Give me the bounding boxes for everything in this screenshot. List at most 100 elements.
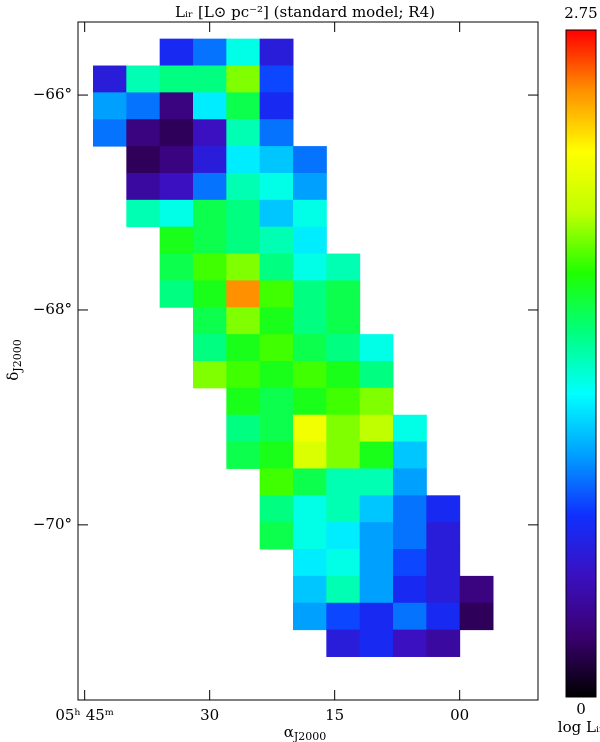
map-cell bbox=[359, 441, 394, 469]
x-tick-label: 15 bbox=[325, 706, 344, 724]
map-cell bbox=[226, 307, 261, 335]
map-cell bbox=[359, 334, 394, 362]
plot-frame bbox=[77, 21, 539, 701]
map-cell bbox=[259, 441, 294, 469]
colorbar-tick-label: 0 bbox=[576, 700, 586, 718]
map-cell bbox=[126, 119, 161, 147]
map-cell bbox=[259, 468, 294, 496]
map-cell bbox=[393, 549, 427, 577]
map-cell bbox=[326, 575, 361, 604]
map-cell bbox=[293, 172, 327, 201]
map-cell bbox=[226, 280, 261, 308]
map-cell bbox=[293, 387, 327, 416]
y-tick-label: −68° bbox=[33, 300, 72, 318]
map-cell bbox=[426, 522, 461, 550]
map-cell bbox=[359, 361, 394, 389]
map-cell bbox=[293, 146, 327, 174]
map-cell bbox=[293, 199, 327, 228]
map-cell bbox=[326, 468, 361, 496]
map-cell bbox=[259, 495, 294, 523]
map-cell bbox=[359, 549, 394, 577]
map-cell bbox=[193, 361, 227, 389]
map-cell bbox=[126, 146, 161, 174]
map-cell bbox=[293, 280, 327, 308]
map-cell bbox=[159, 38, 194, 67]
map-cell bbox=[359, 495, 394, 523]
map-cell bbox=[93, 65, 127, 93]
map-cell bbox=[426, 602, 461, 631]
map-cell bbox=[326, 280, 361, 308]
map-cell bbox=[159, 226, 194, 255]
map-cell bbox=[459, 575, 494, 604]
map-cell bbox=[393, 575, 427, 604]
map-cell bbox=[326, 387, 361, 416]
map-cell bbox=[326, 334, 361, 362]
map-cell bbox=[293, 495, 327, 523]
map-cell bbox=[193, 280, 227, 308]
map-cell bbox=[226, 172, 261, 201]
map-cell bbox=[359, 414, 394, 443]
map-cell bbox=[293, 602, 327, 631]
map-cell bbox=[126, 199, 161, 228]
map-cell bbox=[259, 92, 294, 120]
map-cell bbox=[326, 307, 361, 335]
x-axis-label: αJ2000 bbox=[284, 723, 327, 742]
map-cell bbox=[193, 334, 227, 362]
map-cell bbox=[226, 361, 261, 389]
map-cell bbox=[259, 414, 294, 443]
colorbar-label: log Lᵢᵣ bbox=[558, 718, 600, 736]
map-cell bbox=[359, 522, 394, 550]
map-cell bbox=[159, 199, 194, 228]
y-axis-label: δJ2000 bbox=[4, 339, 24, 380]
x-axis-symbol: α bbox=[284, 723, 294, 741]
map-cell bbox=[293, 549, 327, 577]
map-cell bbox=[159, 92, 194, 120]
map-cell bbox=[393, 441, 427, 469]
map-cell bbox=[259, 65, 294, 93]
map-cell bbox=[259, 119, 294, 147]
map-cell bbox=[359, 468, 394, 496]
map-cell bbox=[193, 199, 227, 228]
map-cell bbox=[293, 468, 327, 496]
map-cell bbox=[326, 253, 361, 281]
map-cell bbox=[93, 119, 127, 147]
map-cell bbox=[293, 522, 327, 550]
map-cell bbox=[293, 334, 327, 362]
map-cell bbox=[193, 119, 227, 147]
map-cell bbox=[293, 307, 327, 335]
map-cell bbox=[393, 602, 427, 631]
map-cell bbox=[226, 65, 261, 93]
map-cell bbox=[426, 575, 461, 604]
map-cell bbox=[226, 119, 261, 147]
map-cell bbox=[259, 361, 294, 389]
map-cell bbox=[259, 387, 294, 416]
map-cell bbox=[359, 387, 394, 416]
map-cell bbox=[426, 495, 461, 523]
map-cell bbox=[293, 414, 327, 443]
map-cell bbox=[193, 253, 227, 281]
map-cell bbox=[326, 495, 361, 523]
map-cell bbox=[193, 146, 227, 174]
map-cell bbox=[159, 119, 194, 147]
map-cell bbox=[259, 146, 294, 174]
map-cell bbox=[293, 226, 327, 255]
map-cell bbox=[326, 441, 361, 469]
x-tick-label: 05ʰ 45ᵐ bbox=[55, 706, 114, 724]
map-cell bbox=[459, 602, 494, 631]
map-cell bbox=[359, 629, 394, 657]
map bbox=[93, 38, 494, 657]
map-cell bbox=[226, 414, 261, 443]
map-cell bbox=[259, 38, 294, 67]
map-cell bbox=[293, 441, 327, 469]
map-cell bbox=[326, 361, 361, 389]
map-cell bbox=[359, 602, 394, 631]
map-cell bbox=[193, 92, 227, 120]
map-cell bbox=[359, 575, 394, 604]
y-tick-label: −66° bbox=[33, 85, 72, 103]
map-cell bbox=[193, 172, 227, 201]
map-cell bbox=[293, 361, 327, 389]
map-cell bbox=[259, 199, 294, 228]
map-cell bbox=[226, 226, 261, 255]
y-tick-label: −70° bbox=[33, 515, 72, 533]
